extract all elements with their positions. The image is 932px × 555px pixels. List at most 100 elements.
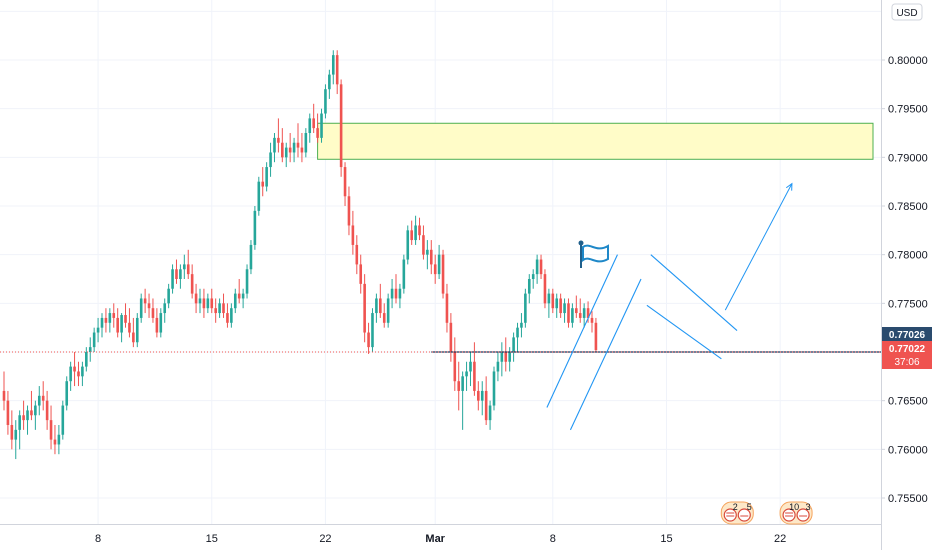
candle-body[interactable] [445,293,449,323]
candle-body[interactable] [363,283,366,333]
candle-body[interactable] [402,259,406,289]
projection-arrow-line[interactable] [724,183,793,311]
candle-body[interactable] [531,274,535,279]
candle-body[interactable] [214,308,217,314]
candle-body[interactable] [586,308,590,318]
candle-body[interactable] [30,410,33,416]
candle-body[interactable] [437,254,441,275]
candle-body[interactable] [328,74,331,90]
candle-body[interactable] [77,371,80,377]
candle-body[interactable] [414,225,417,241]
candle-body[interactable] [390,288,394,299]
candle-body[interactable] [563,303,566,314]
candle-body[interactable] [281,142,284,158]
candle-body[interactable] [524,293,527,323]
candle-body[interactable] [265,167,268,187]
candle-body[interactable] [210,298,214,309]
candle-body[interactable] [6,400,10,425]
candle-body[interactable] [316,128,319,138]
candle-body[interactable] [488,405,492,421]
candle-body[interactable] [249,244,253,270]
candle-body[interactable] [320,113,323,138]
candle-body[interactable] [226,313,229,323]
candle-body[interactable] [194,293,198,304]
candle-body[interactable] [190,274,194,294]
candle-body[interactable] [535,259,539,275]
candle-body[interactable] [132,332,135,343]
candle-body[interactable] [567,303,570,323]
candle-body[interactable] [335,55,339,85]
candle-body[interactable] [312,118,315,129]
candle-body[interactable] [128,322,131,333]
candle-body[interactable] [257,181,261,211]
candle-body[interactable] [284,147,288,158]
candle-body[interactable] [61,405,65,435]
candle-body[interactable] [65,381,69,406]
candle-body[interactable] [26,410,29,421]
candle-body[interactable] [394,288,398,299]
candle-body[interactable] [496,361,500,372]
candle-body[interactable] [202,298,206,309]
currency-selector[interactable]: USD [891,3,923,21]
candle-body[interactable] [571,308,574,323]
candle-body[interactable] [543,274,547,304]
candle-body[interactable] [418,225,421,236]
candle-body[interactable] [308,118,312,133]
candle-body[interactable] [520,322,523,328]
candle-body[interactable] [116,317,119,333]
candle-body[interactable] [151,308,155,318]
candle-body[interactable] [277,137,280,143]
candle-body[interactable] [124,315,127,323]
candle-body[interactable] [269,152,272,168]
candle-body[interactable] [245,269,249,294]
candle-body[interactable] [186,264,190,275]
flag-line-upper[interactable] [650,254,738,331]
candle-body[interactable] [163,303,167,314]
candle-body[interactable] [355,244,359,265]
candle-body[interactable] [594,322,598,351]
candle-body[interactable] [469,361,472,372]
candle-body[interactable] [155,317,159,333]
candle-body[interactable] [512,337,515,352]
candle-body[interactable] [143,298,147,304]
candle-body[interactable] [304,133,308,153]
candle-body[interactable] [433,264,437,275]
candle-body[interactable] [539,259,543,275]
candle-body[interactable] [135,317,139,343]
candle-body[interactable] [73,366,76,372]
candle-body[interactable] [273,137,276,153]
candle-body[interactable] [45,400,49,421]
candle-body[interactable] [300,147,304,153]
candle-body[interactable] [324,89,327,114]
candle-body[interactable] [237,293,241,299]
candle-body[interactable] [500,352,504,362]
flag-icon[interactable] [578,240,609,269]
candle-body[interactable] [53,439,57,445]
candle-body[interactable] [590,317,594,323]
candle-body[interactable] [108,313,112,323]
candle-body[interactable] [457,381,461,391]
candle-body[interactable] [147,303,151,309]
candle-body[interactable] [22,415,25,421]
candle-body[interactable] [198,298,202,304]
candle-body[interactable] [527,279,531,294]
supply-zone-rect[interactable] [317,122,874,160]
candle-body[interactable] [85,352,88,367]
candle-body[interactable] [88,347,92,352]
candle-body[interactable] [34,405,37,416]
candle-body[interactable] [288,147,292,153]
candle-body[interactable] [112,313,116,318]
candle-body[interactable] [480,390,484,401]
candle-body[interactable] [367,332,370,348]
candle-body[interactable] [441,254,445,294]
candle-body[interactable] [92,332,96,348]
candle-body[interactable] [386,298,390,323]
candle-body[interactable] [582,308,586,318]
candle-body[interactable] [429,249,433,265]
candle-body[interactable] [139,298,143,318]
candle-body[interactable] [422,235,425,255]
candle-body[interactable] [484,390,488,421]
candle-body[interactable] [18,415,21,430]
